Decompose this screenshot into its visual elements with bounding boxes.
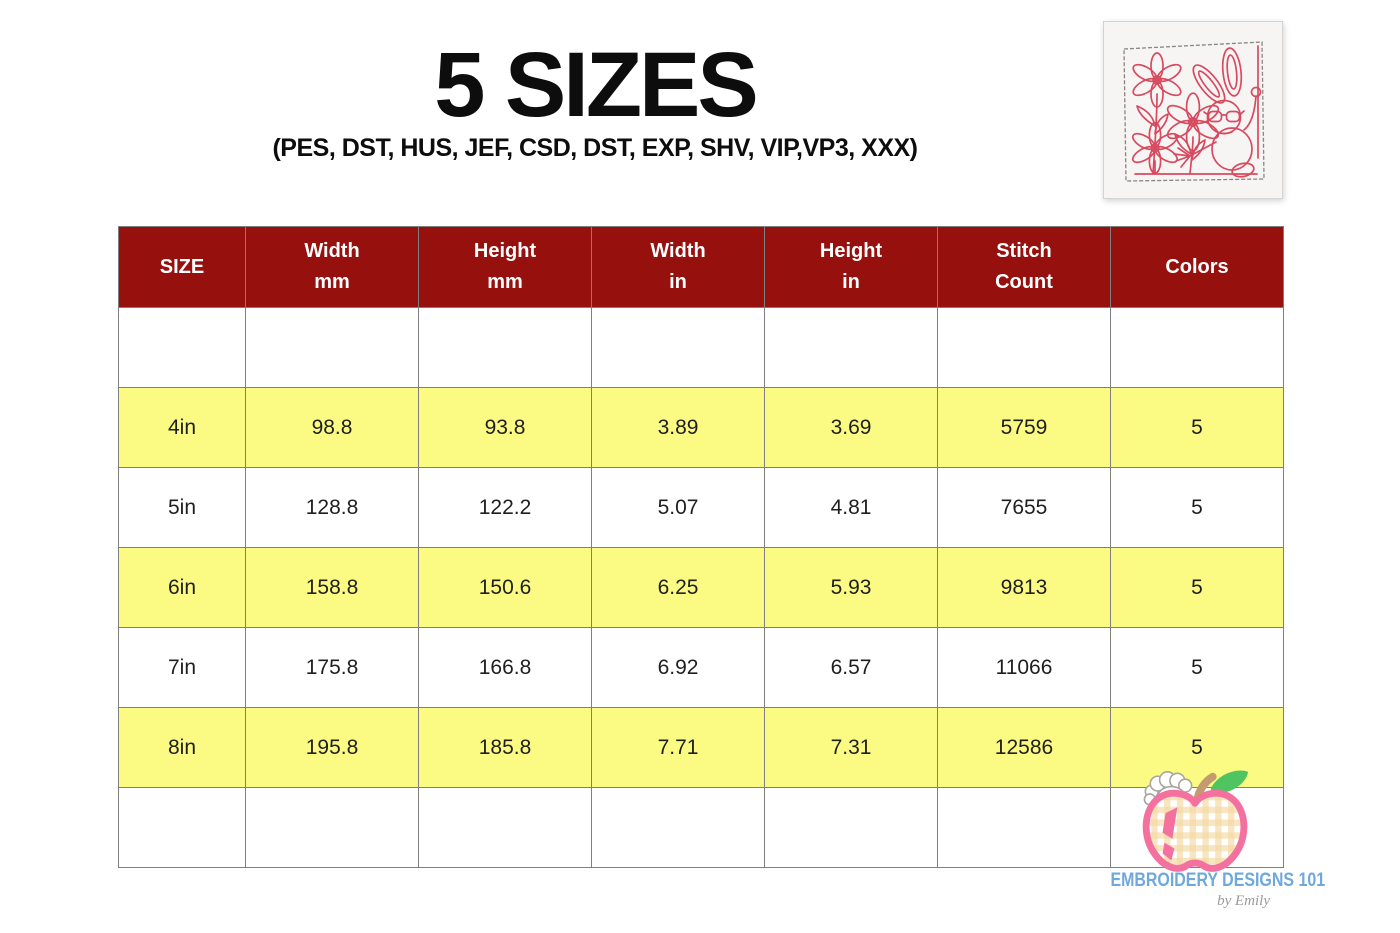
embroidery-preview-card	[1103, 21, 1283, 199]
column-header-size: SIZE	[118, 226, 246, 308]
column-header-stitch-count: Stitch Count	[937, 226, 1111, 308]
cell-colors	[1110, 307, 1284, 388]
size-table: SIZE Width mm Height mm Width in Height in St…	[118, 226, 1284, 868]
cell-size: 7in	[118, 627, 246, 708]
cell-stitch-count: 12586	[937, 707, 1111, 788]
cell-colors: 5	[1110, 627, 1284, 708]
table-row-7in: 7in 175.8 166.8 6.92 6.57 11066 5	[118, 627, 1284, 708]
cell-stitch-count: 7655	[937, 467, 1111, 548]
cell-height-mm: 93.8	[418, 387, 592, 468]
cell-height-mm	[418, 787, 592, 868]
cell-size: 6in	[118, 547, 246, 628]
cell-stitch-count: 11066	[937, 627, 1111, 708]
cell-height-in: 6.57	[764, 627, 938, 708]
table-row-4in: 4in 98.8 93.8 3.89 3.69 5759 5	[118, 387, 1284, 468]
bunny-on-swing	[1173, 45, 1262, 178]
cell-stitch-count	[937, 787, 1111, 868]
cell-height-mm: 166.8	[418, 627, 592, 708]
leaf-icon	[1210, 770, 1249, 793]
cell-width-in: 5.07	[591, 467, 765, 548]
title-block: 5 SIZES (PES, DST, HUS, JEF, CSD, DST, E…	[115, 34, 1075, 163]
cell-height-mm: 185.8	[418, 707, 592, 788]
column-header-width-in: Width in	[591, 226, 765, 308]
cell-stitch-count: 9813	[937, 547, 1111, 628]
table-row-6in: 6in 158.8 150.6 6.25 5.93 9813 5	[118, 547, 1284, 628]
cell-size	[118, 787, 246, 868]
cell-width-mm: 128.8	[245, 467, 419, 548]
cell-height-in: 5.93	[764, 547, 938, 628]
apple-shine	[1162, 807, 1178, 861]
formats-subtitle: (PES, DST, HUS, JEF, CSD, DST, EXP, SHV,…	[272, 133, 918, 162]
brand-name: EMBROIDERY DESIGNS 101	[1110, 870, 1326, 891]
cell-width-in	[591, 307, 765, 388]
cell-height-mm: 150.6	[418, 547, 592, 628]
cell-height-mm: 122.2	[418, 467, 592, 548]
cell-height-in: 3.69	[764, 387, 938, 468]
bunny-redwork-artwork	[1123, 41, 1265, 182]
cell-height-in: 4.81	[764, 467, 938, 548]
cell-height-in	[764, 787, 938, 868]
cell-height-in	[764, 307, 938, 388]
column-header-colors: Colors	[1110, 226, 1284, 308]
table-row-blank-6	[118, 787, 1284, 868]
cell-width-mm	[245, 307, 419, 388]
column-header-width-mm: Width mm	[245, 226, 419, 308]
table-row-blank-0	[118, 307, 1284, 388]
column-header-height-in: Height in	[764, 226, 938, 308]
cell-colors: 5	[1110, 707, 1284, 788]
cell-stitch-count: 5759	[937, 387, 1111, 468]
cell-colors: 5	[1110, 547, 1284, 628]
design-frame	[1123, 41, 1265, 182]
cell-stitch-count	[937, 307, 1111, 388]
table-row-8in: 8in 195.8 185.8 7.71 7.31 12586 5	[118, 707, 1284, 788]
page-title: 5 SIZES	[434, 34, 759, 136]
cell-width-in: 6.92	[591, 627, 765, 708]
cell-height-mm	[418, 307, 592, 388]
table-body: 4in 98.8 93.8 3.89 3.69 5759 5 5in 128.8 122.2 5.0…	[118, 307, 1284, 868]
column-header-height-mm: Height mm	[418, 226, 592, 308]
cell-width-mm	[245, 787, 419, 868]
brand-byline: by Emily	[1217, 893, 1270, 909]
gingham-apple-logo-icon	[1142, 770, 1249, 872]
cell-width-mm: 158.8	[245, 547, 419, 628]
cell-size	[118, 307, 246, 388]
cell-width-mm: 98.8	[245, 387, 419, 468]
header-row: SIZE Width mm Height mm Width in Height in St…	[118, 226, 1284, 308]
apple-body	[1142, 789, 1248, 872]
cell-width-in: 6.25	[591, 547, 765, 628]
cell-height-in: 7.31	[764, 707, 938, 788]
cell-size: 5in	[118, 467, 246, 548]
cell-width-mm: 175.8	[245, 627, 419, 708]
cell-size: 4in	[118, 387, 246, 468]
cell-colors: 5	[1110, 387, 1284, 468]
cell-colors: 5	[1110, 467, 1284, 548]
cell-width-in: 3.89	[591, 387, 765, 468]
table-row-5in: 5in 128.8 122.2 5.07 4.81 7655 5	[118, 467, 1284, 548]
brand-logo: EMBROIDERY DESIGNS 101 by Emily	[1090, 762, 1326, 932]
cell-size: 8in	[118, 707, 246, 788]
cell-width-in: 7.71	[591, 707, 765, 788]
cell-width-mm: 195.8	[245, 707, 419, 788]
cell-width-in	[591, 787, 765, 868]
